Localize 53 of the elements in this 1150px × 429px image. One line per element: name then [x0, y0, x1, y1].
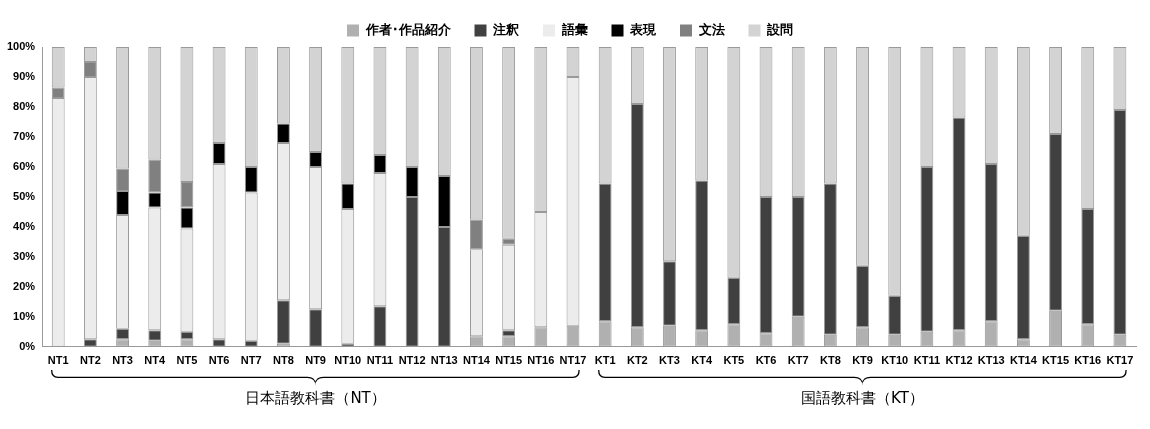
x-tick-label: NT9: [305, 354, 326, 367]
x-tick-label: KT8: [819, 354, 841, 367]
y-tick-label: 100%: [6, 40, 36, 53]
x-tick-label: NT7: [240, 354, 262, 367]
x-tick-label: NT15: [495, 354, 523, 367]
legend-label: 文法: [697, 21, 725, 37]
x-tick-label: NT3: [112, 354, 133, 367]
y-tick-label: 30%: [13, 249, 36, 262]
x-tick-label: NT6: [208, 354, 230, 367]
x-tick-label: NT5: [176, 354, 198, 367]
x-tick-label: NT16: [527, 354, 555, 367]
y-tick-label: 50%: [13, 189, 36, 202]
x-tick-label: KT9: [852, 354, 873, 367]
x-tick-label: NT8: [273, 354, 294, 367]
legend-label: 設問: [766, 21, 793, 37]
y-tick-label: 80%: [13, 99, 36, 112]
x-tick-label: NT1: [47, 354, 69, 367]
legend-label: 注釈: [492, 21, 519, 37]
legend-label: 語彙: [560, 21, 588, 37]
x-tick-label: NT14: [463, 354, 491, 367]
x-tick-label: KT4: [691, 354, 713, 367]
text: 日本語教科書（NT）: [245, 388, 386, 408]
y-tick-label: 0%: [19, 339, 36, 352]
y-tick-label: 40%: [13, 219, 36, 232]
legend-label: 作者･作品紹介: [364, 21, 452, 37]
x-tick-label: KT17: [1106, 354, 1134, 367]
y-tick-label: 90%: [13, 70, 36, 83]
x-tick-label: KT2: [626, 354, 648, 367]
x-tick-label: KT10: [881, 354, 909, 367]
x-tick-label: KT7: [787, 354, 809, 367]
x-tick-label: NT13: [430, 354, 458, 367]
x-tick-label: NT4: [144, 354, 167, 367]
x-tick-label: NT12: [398, 354, 426, 367]
x-tick-label: NT17: [559, 354, 587, 367]
x-tick-label: KT16: [1074, 354, 1102, 367]
x-tick-label: KT1: [594, 354, 616, 367]
x-tick-label: KT6: [755, 354, 777, 367]
x-tick-label: KT14: [1009, 354, 1038, 367]
x-tick-label: KT15: [1042, 354, 1070, 367]
x-tick-label: NT11: [366, 354, 394, 367]
x-tick-label: KT5: [723, 354, 745, 367]
y-tick-label: 70%: [13, 129, 36, 142]
x-tick-label: KT3: [659, 354, 680, 367]
x-tick-label: NT2: [80, 354, 101, 367]
y-tick-label: 20%: [13, 279, 36, 292]
x-tick-label: KT12: [945, 354, 973, 367]
x-tick-label: KT11: [913, 354, 941, 367]
legend-label: 表現: [629, 21, 657, 37]
y-tick-label: 10%: [13, 309, 36, 322]
x-tick-label: KT13: [977, 354, 1005, 367]
text: 国語教科書（KT）: [801, 388, 924, 408]
y-tick-label: 60%: [13, 159, 36, 172]
x-tick-label: NT10: [334, 354, 362, 367]
